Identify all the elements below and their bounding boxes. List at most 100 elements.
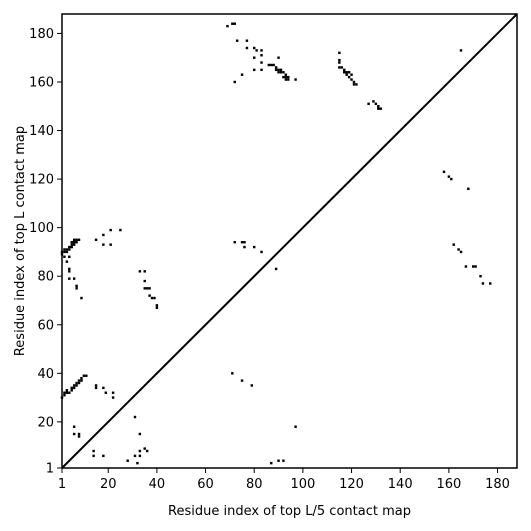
contact-cell-upper (240, 73, 244, 76)
contact-cell-lower (457, 248, 460, 251)
contact-cell-upper (274, 66, 278, 69)
contact-cell-lower (63, 391, 66, 394)
contact-cell-upper (267, 63, 271, 67)
contact-cell-upper (255, 49, 258, 52)
y-tick-label: 40 (37, 367, 54, 382)
contact-cell-upper (70, 241, 73, 244)
contact-cell-upper (350, 78, 353, 81)
x-tick-label: 120 (339, 477, 364, 492)
contact-cell-upper (274, 68, 278, 72)
contact-cell-upper (68, 270, 71, 273)
contact-cell-upper (355, 83, 358, 86)
contact-cell-upper (260, 68, 263, 72)
contact-cell-upper (260, 54, 263, 57)
contact-cell-lower (104, 391, 108, 394)
contact-cell-upper (345, 73, 348, 76)
contact-cell-upper (70, 245, 73, 249)
contact-cell-upper (72, 241, 76, 244)
contact-cell-lower (75, 381, 78, 385)
contact-cell-lower (450, 177, 453, 181)
contact-cell-lower (102, 386, 105, 390)
contact-cell-upper (282, 75, 285, 79)
contact-cell-upper (284, 78, 288, 81)
contact-cell-upper (75, 238, 78, 241)
contact-cell-lower (489, 282, 492, 285)
y-tick-label: 120 (29, 173, 54, 188)
contact-cell-lower (459, 250, 463, 254)
contact-cell-lower (294, 425, 297, 428)
contact-cell-lower (138, 432, 142, 436)
contact-cell-lower (60, 396, 64, 399)
contact-cell-lower (231, 372, 234, 375)
contact-cell-upper (150, 296, 154, 300)
x-tick-label: 160 (436, 477, 461, 492)
contact-cell-upper (155, 306, 159, 309)
contact-cell-upper (350, 73, 353, 76)
x-tick-label: 40 (149, 477, 166, 492)
contact-cell-upper (338, 61, 341, 64)
y-tick-label: 180 (29, 27, 54, 42)
contact-cell-upper (277, 56, 280, 59)
contact-cell-upper (148, 287, 151, 290)
contact-cell-upper (72, 243, 76, 246)
contact-cell-upper (282, 71, 285, 74)
contact-cell-lower (63, 393, 66, 397)
contact-cell-lower (94, 386, 98, 390)
contact-cell-lower (243, 245, 246, 249)
x-tick-label: 1 (58, 477, 66, 492)
contact-cell-lower (72, 432, 76, 436)
contact-cell-lower (282, 459, 285, 462)
contact-cell-lower (70, 389, 73, 392)
contact-cell-upper (233, 22, 236, 25)
contact-cell-upper (372, 100, 375, 103)
plot-area: 1 20 40 60 80 100 120 140 160 180 120406080100120… (29, 13, 518, 492)
contact-cell-upper (63, 250, 66, 254)
y-tick-label: 1 (46, 462, 54, 477)
contact-cell-lower (138, 449, 142, 453)
contact-cells (60, 22, 492, 465)
contact-cell-upper (231, 22, 234, 25)
contact-cell-upper (63, 248, 66, 251)
contact-cell-upper (119, 228, 122, 232)
contact-cell-upper (65, 250, 69, 254)
contact-cell-upper (253, 56, 256, 59)
contact-cell-upper (459, 49, 463, 52)
contact-cell-upper (253, 68, 256, 72)
contact-cell-lower (447, 175, 451, 178)
contact-cell-upper (352, 83, 356, 86)
contact-cell-upper (68, 248, 71, 251)
contact-cell-upper (379, 107, 382, 110)
y-tick-label: 100 (29, 221, 54, 236)
contact-cell-lower (77, 379, 81, 382)
contact-cell-lower (80, 376, 83, 380)
contact-cell-upper (338, 66, 341, 69)
contact-cell-upper (80, 296, 83, 300)
contact-cell-upper (109, 243, 112, 246)
contact-cell-upper (72, 277, 76, 280)
contact-cell-lower (479, 274, 482, 278)
contact-cell-upper (68, 267, 71, 271)
contact-cell-upper (65, 260, 69, 263)
contact-cell-lower (481, 282, 485, 285)
contact-cell-upper (148, 294, 151, 297)
contact-cell-upper (345, 71, 348, 74)
contact-cell-upper (245, 39, 249, 42)
contact-cell-upper (143, 279, 146, 283)
contact-cell-upper (68, 277, 71, 280)
contact-cell-lower (72, 425, 76, 428)
contact-cell-upper (60, 253, 64, 256)
contact-cell-upper (75, 241, 78, 244)
contact-cell-upper (377, 105, 380, 108)
contact-cell-upper (287, 75, 290, 79)
contact-cell-upper (340, 66, 344, 69)
contact-cell-upper (94, 238, 98, 241)
contact-cell-upper (279, 71, 283, 74)
x-axis-label: Residue index of top L/5 contact map (168, 504, 411, 519)
contact-cell-lower (92, 454, 95, 458)
contact-cell-upper (284, 75, 288, 79)
contact-cell-upper (260, 49, 263, 52)
contact-cell-lower (75, 384, 78, 387)
contact-cell-upper (63, 255, 66, 258)
x-tick-label: 100 (290, 477, 315, 492)
contact-cell-lower (126, 459, 129, 462)
